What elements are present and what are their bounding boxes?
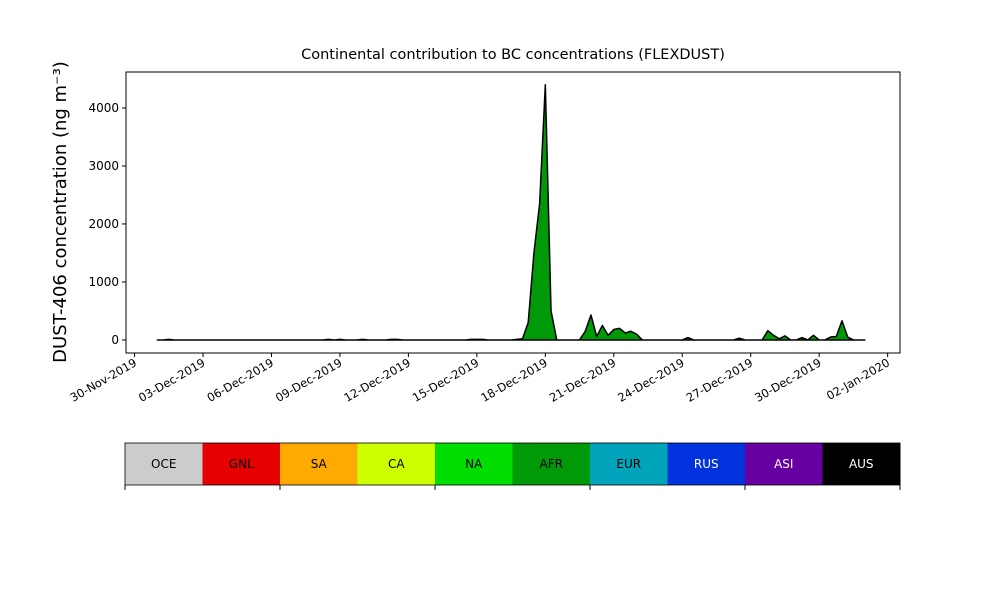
x-tick-label: 06-Dec-2019 bbox=[205, 355, 276, 404]
colorbar-label: NA bbox=[465, 457, 483, 471]
y-tick-label: 0 bbox=[111, 333, 119, 347]
colorbar-label: AFR bbox=[540, 457, 563, 471]
colorbar-label: RUS bbox=[694, 457, 719, 471]
colorbar-swatch bbox=[745, 443, 823, 485]
x-tick-label: 09-Dec-2019 bbox=[273, 355, 344, 404]
colorbar-label: GNL bbox=[229, 457, 254, 471]
colorbar-label: ASI bbox=[774, 457, 793, 471]
y-axis-label: DUST-406 concentration (ng m⁻³) bbox=[50, 61, 71, 363]
x-tick-label: 21-Dec-2019 bbox=[547, 355, 618, 404]
colorbar-label: SA bbox=[311, 457, 328, 471]
x-tick-label: 27-Dec-2019 bbox=[684, 355, 755, 404]
x-tick-label: 30-Nov-2019 bbox=[68, 355, 139, 404]
colorbar-label: CA bbox=[388, 457, 405, 471]
x-tick-label: 30-Dec-2019 bbox=[752, 355, 823, 404]
colorbar-swatch bbox=[667, 443, 746, 485]
y-tick-label: 3000 bbox=[88, 159, 119, 173]
colorbar-swatch bbox=[435, 443, 513, 485]
x-tick-label: 15-Dec-2019 bbox=[410, 355, 481, 404]
colorbar-swatch bbox=[822, 443, 901, 485]
colorbar-swatch bbox=[357, 443, 436, 485]
colorbar-swatch bbox=[512, 443, 591, 485]
colorbar-swatch bbox=[280, 443, 358, 485]
chart-title: Continental contribution to BC concentra… bbox=[301, 47, 725, 63]
y-tick-label: 2000 bbox=[88, 217, 119, 231]
x-tick-label: 02-Jan-2020 bbox=[824, 355, 892, 402]
y-tick-label: 4000 bbox=[88, 101, 119, 115]
colorbar-label: OCE bbox=[151, 457, 176, 471]
colorbar-frame bbox=[124, 442, 901, 486]
colorbar-label: EUR bbox=[616, 457, 641, 471]
x-tick-label: 12-Dec-2019 bbox=[341, 355, 412, 404]
plot-frame bbox=[125, 71, 901, 354]
colorbar-swatch bbox=[202, 443, 281, 485]
x-tick-label: 03-Dec-2019 bbox=[136, 355, 207, 404]
x-tick-label: 18-Dec-2019 bbox=[478, 355, 549, 404]
colorbar-swatch bbox=[125, 443, 203, 485]
area bbox=[156, 84, 866, 341]
colorbar-swatch bbox=[590, 443, 668, 485]
colorbar-label: AUS bbox=[849, 457, 874, 471]
y-tick-label: 1000 bbox=[88, 275, 119, 289]
x-tick-label: 24-Dec-2019 bbox=[615, 355, 686, 404]
